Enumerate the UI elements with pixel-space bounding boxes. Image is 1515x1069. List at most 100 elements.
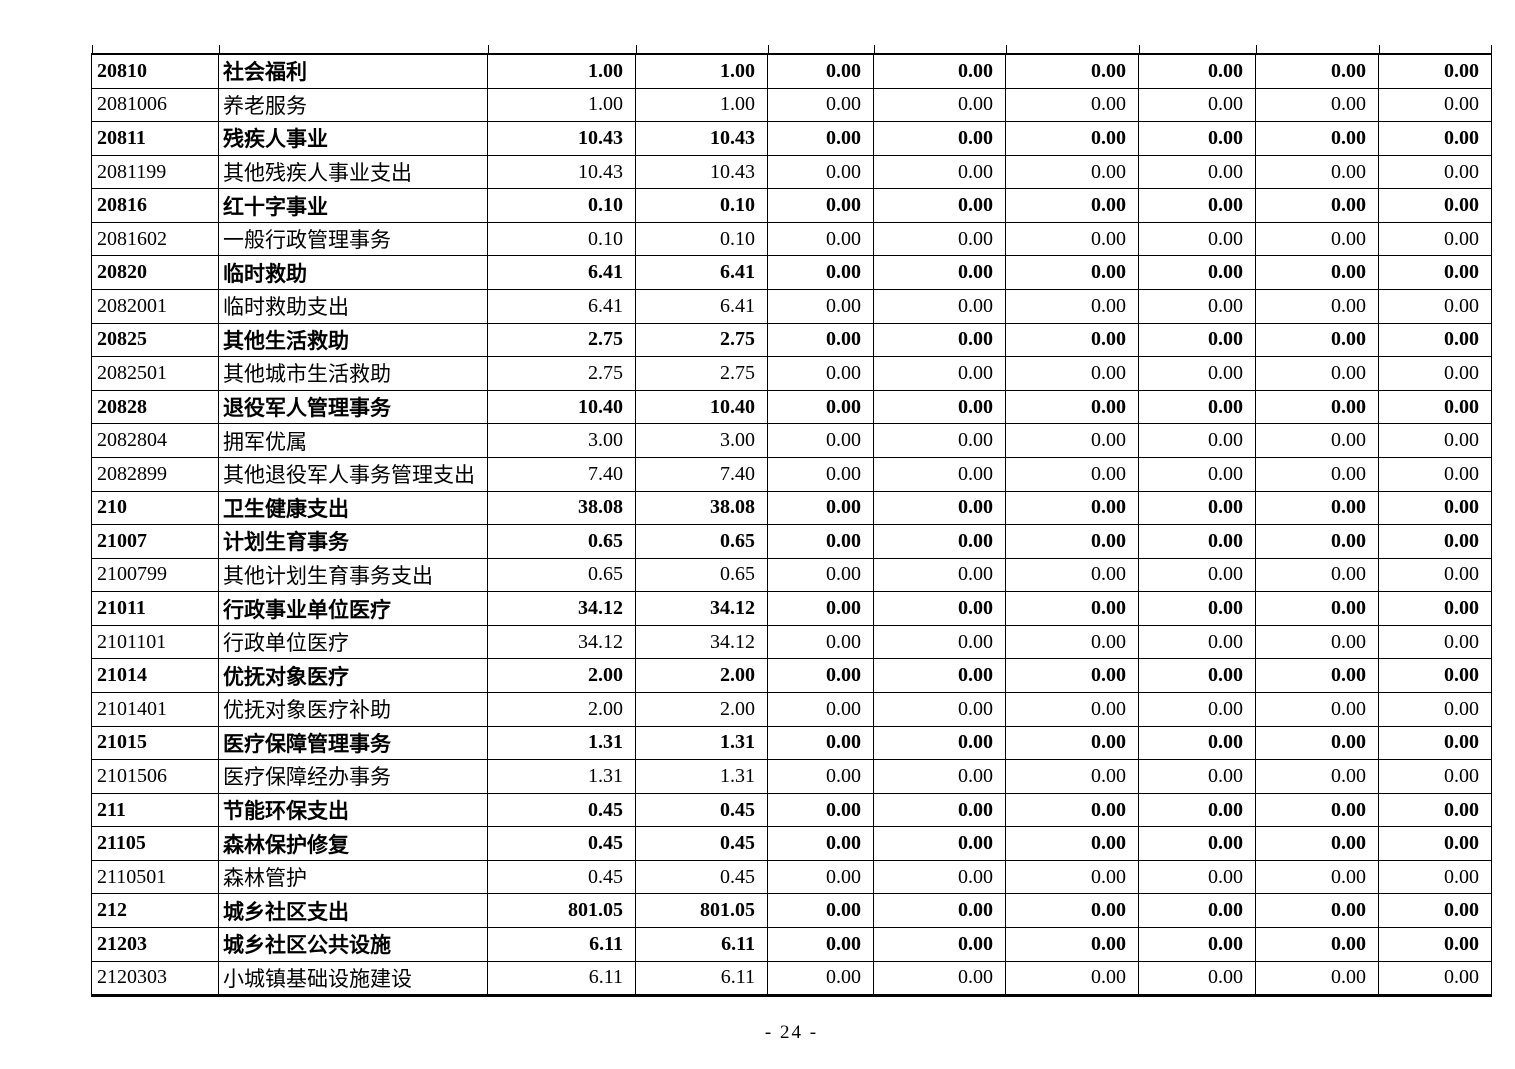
value-cell: 0.00 <box>1256 357 1379 390</box>
value-cell: 0.00 <box>1006 323 1139 357</box>
name-cell: 其他生活救助 <box>219 323 488 357</box>
value-cell: 0.00 <box>1006 424 1139 457</box>
value-cell: 0.00 <box>1139 793 1256 827</box>
value-cell: 0.00 <box>768 390 874 424</box>
value-cell: 0.00 <box>768 256 874 290</box>
table-row: 20811 残疾人事业 10.43 10.43 0.00 0.00 0.00 0.00 0.00… <box>92 122 1491 156</box>
page-number: - 24 - <box>764 1022 819 1043</box>
value-cell: 0.00 <box>1444 664 1479 687</box>
value-cell: 0.00 <box>874 760 1006 793</box>
value-cell: 0.00 <box>874 390 1006 424</box>
value-cell: 0.00 <box>1256 323 1379 357</box>
value-cell: 0.00 <box>1139 457 1256 491</box>
value-cell: 0.65 <box>488 525 636 558</box>
value-cell: 0.00 <box>1139 222 1256 256</box>
value-cell: 801.05 <box>636 894 768 928</box>
value-cell: 0.00 <box>1256 256 1379 290</box>
value-cell: 0.00 <box>1444 932 1479 955</box>
value-cell: 0.00 <box>874 558 1006 592</box>
value-cell: 0.00 <box>1444 832 1479 855</box>
code-cell: 2101506 <box>92 760 219 793</box>
value-cell: 0.00 <box>1444 227 1479 250</box>
name-cell: 社会福利 <box>219 55 488 88</box>
value-cell: 0.00 <box>874 457 1006 491</box>
value-cell: 0.00 <box>1256 55 1379 88</box>
code-cell: 2082501 <box>92 357 219 390</box>
code-cell: 2082001 <box>92 290 219 323</box>
value-cell: 0.00 <box>768 894 874 928</box>
value-cell: 0.00 <box>874 860 1006 894</box>
code-cell: 20816 <box>92 189 219 222</box>
table-row: 2082899 其他退役军人事务管理支出 7.40 7.40 0.00 0.00 0.00 0… <box>92 457 1491 492</box>
table-row: 2081602 一般行政管理事务 0.10 0.10 0.00 0.00 0.00 0.00 0… <box>92 222 1491 257</box>
value-cell: 0.00 <box>768 155 874 189</box>
value-cell: 0.00 <box>1256 961 1379 995</box>
value-cell: 0.00 <box>1006 256 1139 290</box>
value-cell: 38.08 <box>636 491 768 525</box>
name-cell: 临时救助 <box>219 256 488 290</box>
value-cell: 0.00 <box>768 558 874 592</box>
name-cell: 森林保护修复 <box>219 827 488 860</box>
value-cell: 0.00 <box>1006 793 1139 827</box>
value-cell: 1.31 <box>488 726 636 760</box>
value-cell: 0.00 <box>768 860 874 894</box>
table-row: 2081199 其他残疾人事业支出 10.43 10.43 0.00 0.00 0.00 0.… <box>92 155 1491 190</box>
table-row: 2082001 临时救助支出 6.41 6.41 0.00 0.00 0.00 0.00 0.0… <box>92 290 1491 324</box>
value-cell: 0.00 <box>1256 860 1379 894</box>
value-cell: 0.00 <box>1006 155 1139 189</box>
value-cell: 0.00 <box>1006 692 1139 726</box>
value-cell: 0.00 <box>1256 122 1379 155</box>
value-cell: 0.00 <box>768 189 874 222</box>
value-cell: 0.00 <box>1006 558 1139 592</box>
table-row: 2101506 医疗保障经办事务 1.31 1.31 0.00 0.00 0.00 0.00 0… <box>92 760 1491 794</box>
value-cell: 0.00 <box>1444 429 1479 452</box>
value-cell: 0.00 <box>1139 424 1256 457</box>
value-cell: 6.41 <box>488 290 636 323</box>
value-cell: 0.00 <box>1256 827 1379 860</box>
value-cell: 0.00 <box>1256 525 1379 558</box>
value-cell: 0.00 <box>1006 290 1139 323</box>
value-cell: 2.00 <box>636 692 768 726</box>
value-cell: 0.00 <box>1139 290 1256 323</box>
value-cell: 0.00 <box>768 827 874 860</box>
value-cell: 0.00 <box>1444 865 1479 888</box>
value-cell: 10.43 <box>636 155 768 189</box>
value-cell: 10.43 <box>488 155 636 189</box>
table-row: 2101401 优抚对象医疗补助 2.00 2.00 0.00 0.00 0.00 0.00 0… <box>92 692 1491 727</box>
value-cell: 0.00 <box>1139 659 1256 692</box>
code-cell: 210 <box>92 491 219 525</box>
table-row: 21203 城乡社区公共设施 6.11 6.11 0.00 0.00 0.00 0.00 0.0… <box>92 928 1491 962</box>
name-cell: 森林管护 <box>219 860 488 894</box>
column-divider-stub <box>636 45 637 54</box>
name-cell: 优抚对象医疗 <box>219 659 488 692</box>
table-row: 20828 退役军人管理事务 10.40 10.40 0.00 0.00 0.00 0.00 0… <box>92 390 1491 425</box>
table-row: 2100799 其他计划生育事务支出 0.65 0.65 0.00 0.00 0.00 0.0… <box>92 558 1491 593</box>
value-cell: 0.00 <box>1139 55 1256 88</box>
value-cell: 0.00 <box>1444 160 1479 183</box>
name-cell: 其他残疾人事业支出 <box>219 155 488 189</box>
value-cell: 0.00 <box>1006 491 1139 525</box>
value-cell: 0.00 <box>874 793 1006 827</box>
value-cell: 0.00 <box>768 491 874 525</box>
value-cell: 0.00 <box>1444 563 1479 586</box>
value-cell: 0.00 <box>1444 361 1479 384</box>
value-cell: 0.00 <box>1006 55 1139 88</box>
name-cell: 城乡社区公共设施 <box>219 928 488 961</box>
value-cell: 1.31 <box>636 760 768 793</box>
value-cell: 0.45 <box>488 860 636 894</box>
value-cell: 0.00 <box>874 424 1006 457</box>
value-cell: 0.00 <box>1444 597 1479 620</box>
value-cell: 0.00 <box>1444 328 1479 351</box>
name-cell: 退役军人管理事务 <box>219 390 488 424</box>
code-cell: 20811 <box>92 122 219 155</box>
value-cell: 0.00 <box>1006 390 1139 424</box>
value-cell: 0.00 <box>1139 525 1256 558</box>
name-cell: 节能环保支出 <box>219 793 488 827</box>
table-row: 21007 计划生育事务 0.65 0.65 0.00 0.00 0.00 0.00 0.00 0… <box>92 525 1491 559</box>
value-cell: 0.45 <box>488 827 636 860</box>
table-row: 20820 临时救助 6.41 6.41 0.00 0.00 0.00 0.00 0.00 0.0… <box>92 256 1491 291</box>
value-cell: 0.00 <box>1256 625 1379 659</box>
column-divider-stub <box>1139 45 1140 54</box>
value-cell: 0.45 <box>636 827 768 860</box>
value-cell: 1.31 <box>488 760 636 793</box>
